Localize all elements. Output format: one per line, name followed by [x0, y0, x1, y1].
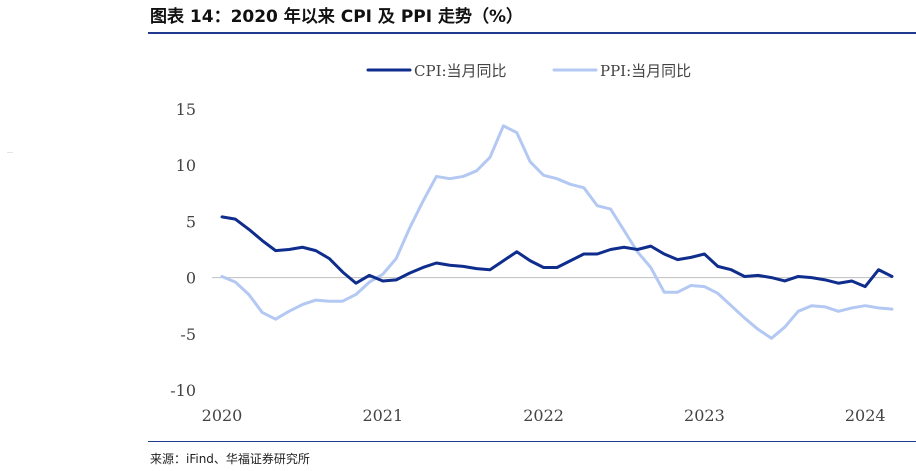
y-axis-ticks: 15 10 5 0 -5 -10 [170, 100, 196, 400]
legend-label: CPI:当月同比 [414, 62, 507, 80]
cpi-series-line [220, 215, 894, 289]
decorative-mark [7, 152, 13, 153]
legend: CPI:当月同比 PPI:当月同比 [366, 62, 691, 80]
y-tick-label: -10 [170, 381, 196, 400]
y-tick-label: 0 [186, 269, 196, 288]
x-tick-label: 2021 [362, 406, 403, 425]
line-chart: 15 10 5 0 -5 -10 2020 2021 2022 2023 2024 CPI:当月同… [170, 62, 894, 425]
x-tick-label: 2023 [684, 406, 725, 425]
x-tick-label: 2022 [523, 406, 564, 425]
y-tick-label: 5 [186, 212, 196, 231]
y-tick-label: 15 [176, 100, 196, 119]
title-divider [148, 32, 916, 34]
x-tick-label: 2020 [202, 406, 243, 425]
chart-title: 图表 14：2020 年以来 CPI 及 PPI 走势（%） [150, 7, 524, 27]
y-tick-label: -5 [180, 325, 196, 344]
y-tick-label: 10 [176, 156, 196, 175]
ppi-series-line [220, 124, 894, 340]
legend-item-cpi: CPI:当月同比 [366, 62, 507, 80]
x-axis-ticks: 2020 2021 2022 2023 2024 [202, 406, 886, 425]
x-tick-label: 2024 [845, 406, 886, 425]
legend-label: PPI:当月同比 [600, 62, 691, 80]
series-lines [220, 124, 894, 340]
legend-item-ppi: PPI:当月同比 [552, 62, 691, 80]
source-divider [148, 441, 916, 442]
source-note: 来源：iFind、华福证券研究所 [150, 452, 310, 466]
